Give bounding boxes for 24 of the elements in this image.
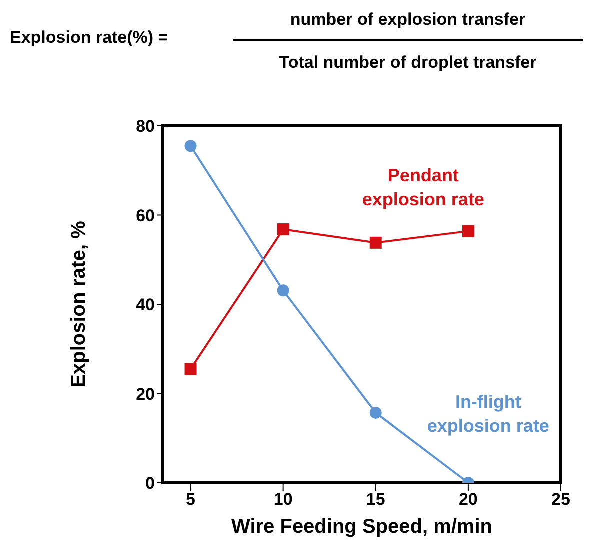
x-tick-label: 15	[366, 490, 386, 510]
y-tick-label: 80	[136, 117, 155, 136]
point	[370, 236, 382, 249]
series-label: In-flight explosion rate	[427, 392, 550, 436]
y-tick-label: 0	[146, 474, 155, 494]
y-tick-label: 20	[136, 384, 155, 404]
x-tick-label: 25	[552, 490, 570, 510]
point	[370, 406, 382, 419]
point	[184, 363, 197, 376]
series-label: Pendant explosion rate	[362, 165, 484, 210]
point	[462, 225, 474, 238]
text: number of explosion transfer	[289, 10, 527, 30]
text: Explosion rate(%) =	[10, 28, 168, 48]
y-tick-label: 40	[136, 296, 155, 315]
y-axis-title: Explosion rate, %	[68, 220, 90, 388]
x-axis-title: Wire Feeding Speed, m/min	[232, 516, 492, 538]
point	[277, 284, 290, 297]
point	[184, 140, 197, 152]
y-tick-label: 60	[136, 206, 155, 226]
x-tick-label: 10	[274, 490, 293, 510]
text: Total number of droplet transfer	[278, 53, 538, 73]
x-tick-label: 5	[186, 490, 196, 510]
point	[277, 224, 290, 236]
x-tick-label: 20	[458, 490, 478, 510]
